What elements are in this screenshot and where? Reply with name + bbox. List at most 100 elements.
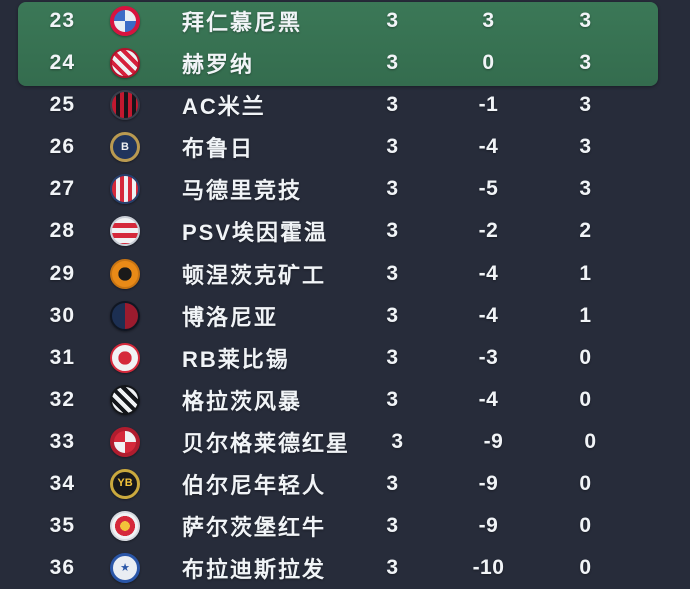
rb-salzburg-crest-icon <box>110 510 140 541</box>
points: 1 <box>579 303 592 327</box>
matches-played: 3 <box>391 429 404 453</box>
team-name: AC米兰 <box>182 94 266 120</box>
table-row[interactable]: 32 格拉茨风暴 3 -4 0 <box>0 379 690 421</box>
goal-difference: -4 <box>478 303 499 327</box>
team-rank: 27 <box>49 177 75 201</box>
bayern-munich-crest-icon <box>110 6 140 37</box>
points: 3 <box>579 177 592 201</box>
table-row[interactable]: 36 ★ 布拉迪斯拉发 3 -10 0 <box>0 547 690 589</box>
team-crest-cell <box>95 216 155 247</box>
table-row[interactable]: 30 博洛尼亚 3 -4 1 <box>0 295 690 337</box>
table-row[interactable]: 31 RB莱比锡 3 -3 0 <box>0 337 690 379</box>
table-row[interactable]: 25 AC米兰 3 -1 3 <box>0 84 690 126</box>
team-crest-cell <box>95 90 155 121</box>
team-name: 伯尔尼年轻人 <box>182 472 327 498</box>
slovan-bratislava-crest-icon: ★ <box>110 553 140 584</box>
points: 0 <box>579 387 592 411</box>
points: 1 <box>579 261 592 285</box>
team-rank: 25 <box>49 93 75 117</box>
table-row[interactable]: 28 PSV埃因霍温 3 -2 2 <box>0 210 690 252</box>
matches-played: 3 <box>386 261 399 285</box>
table-row[interactable]: 29 顿涅茨克矿工 3 -4 1 <box>0 252 690 294</box>
matches-played: 3 <box>386 177 399 201</box>
psv-eindhoven-crest-icon <box>110 216 140 247</box>
goal-difference: -3 <box>478 345 499 369</box>
team-rank: 28 <box>49 219 75 243</box>
matches-played: 3 <box>386 387 399 411</box>
red-star-belgrade-crest-icon <box>110 426 140 457</box>
team-name: 萨尔茨堡红牛 <box>182 514 327 540</box>
table-row[interactable]: 24 赫罗纳 3 0 3 <box>0 42 690 84</box>
goal-difference: -9 <box>483 429 504 453</box>
matches-played: 3 <box>386 51 399 75</box>
club-brugge-crest-icon: B <box>110 132 140 163</box>
table-row[interactable]: 27 马德里竞技 3 -5 3 <box>0 168 690 210</box>
team-crest-cell <box>95 48 155 79</box>
team-rank: 31 <box>49 345 75 369</box>
team-name: 拜仁慕尼黑 <box>182 10 303 36</box>
points: 0 <box>579 513 592 537</box>
team-crest-cell: ★ <box>95 553 155 584</box>
team-name: 布拉迪斯拉发 <box>182 557 327 583</box>
young-boys-crest-icon: YB <box>110 468 140 499</box>
team-crest-cell: B <box>95 132 155 163</box>
points: 3 <box>579 51 592 75</box>
rb-leipzig-crest-icon <box>110 342 140 373</box>
goal-difference: 3 <box>482 9 495 33</box>
goal-difference: -1 <box>478 93 499 117</box>
table-row[interactable]: 35 萨尔茨堡红牛 3 -9 0 <box>0 505 690 547</box>
team-rank: 35 <box>49 513 75 537</box>
team-name: 博洛尼亚 <box>182 304 279 330</box>
points: 2 <box>579 219 592 243</box>
ac-milan-crest-icon <box>110 90 140 121</box>
team-rank: 32 <box>49 387 75 411</box>
goal-difference: -2 <box>478 219 499 243</box>
team-rank: 26 <box>49 135 75 159</box>
table-row[interactable]: 26 B 布鲁日 3 -4 3 <box>0 126 690 168</box>
table-row[interactable]: 34 YB 伯尔尼年轻人 3 -9 0 <box>0 463 690 505</box>
matches-played: 3 <box>386 471 399 495</box>
points: 3 <box>579 9 592 33</box>
shakhtar-donetsk-crest-icon <box>110 258 140 289</box>
points: 0 <box>584 429 597 453</box>
team-rank: 29 <box>49 261 75 285</box>
team-name: 马德里竞技 <box>182 178 303 204</box>
points: 0 <box>579 345 592 369</box>
bologna-crest-icon <box>110 300 140 331</box>
goal-difference: -4 <box>478 387 499 411</box>
team-crest-cell <box>95 300 155 331</box>
matches-played: 3 <box>386 9 399 33</box>
team-rank: 34 <box>49 471 75 495</box>
team-crest-cell <box>95 258 155 289</box>
points: 0 <box>579 471 592 495</box>
team-name: 贝尔格莱德红星 <box>182 430 351 456</box>
team-name: 格拉茨风暴 <box>182 388 303 414</box>
points: 3 <box>579 93 592 117</box>
matches-played: 3 <box>386 219 399 243</box>
goal-difference: -5 <box>478 177 499 201</box>
matches-played: 3 <box>386 135 399 159</box>
goal-difference: -4 <box>478 135 499 159</box>
matches-played: 3 <box>386 93 399 117</box>
table-row[interactable]: 23 拜仁慕尼黑 3 3 3 <box>0 0 690 42</box>
team-crest-cell <box>95 426 155 457</box>
team-name: RB莱比锡 <box>182 346 290 372</box>
team-rank: 30 <box>49 303 75 327</box>
team-name: 布鲁日 <box>182 136 255 162</box>
table-row[interactable]: 33 贝尔格莱德红星 3 -9 0 <box>0 421 690 463</box>
team-rank: 36 <box>49 556 75 580</box>
girona-crest-icon <box>110 48 140 79</box>
team-name: 赫罗纳 <box>182 52 255 78</box>
team-crest-cell <box>95 174 155 205</box>
team-name: PSV埃因霍温 <box>182 220 329 246</box>
sturm-graz-crest-icon <box>110 384 140 415</box>
goal-difference: 0 <box>482 51 495 75</box>
team-rank: 23 <box>49 9 75 33</box>
team-rank: 24 <box>49 51 75 75</box>
goal-difference: -4 <box>478 261 499 285</box>
goal-difference: -9 <box>478 513 499 537</box>
atletico-madrid-crest-icon <box>110 174 140 205</box>
matches-played: 3 <box>386 345 399 369</box>
team-crest-cell <box>95 384 155 415</box>
team-crest-cell: YB <box>95 468 155 499</box>
